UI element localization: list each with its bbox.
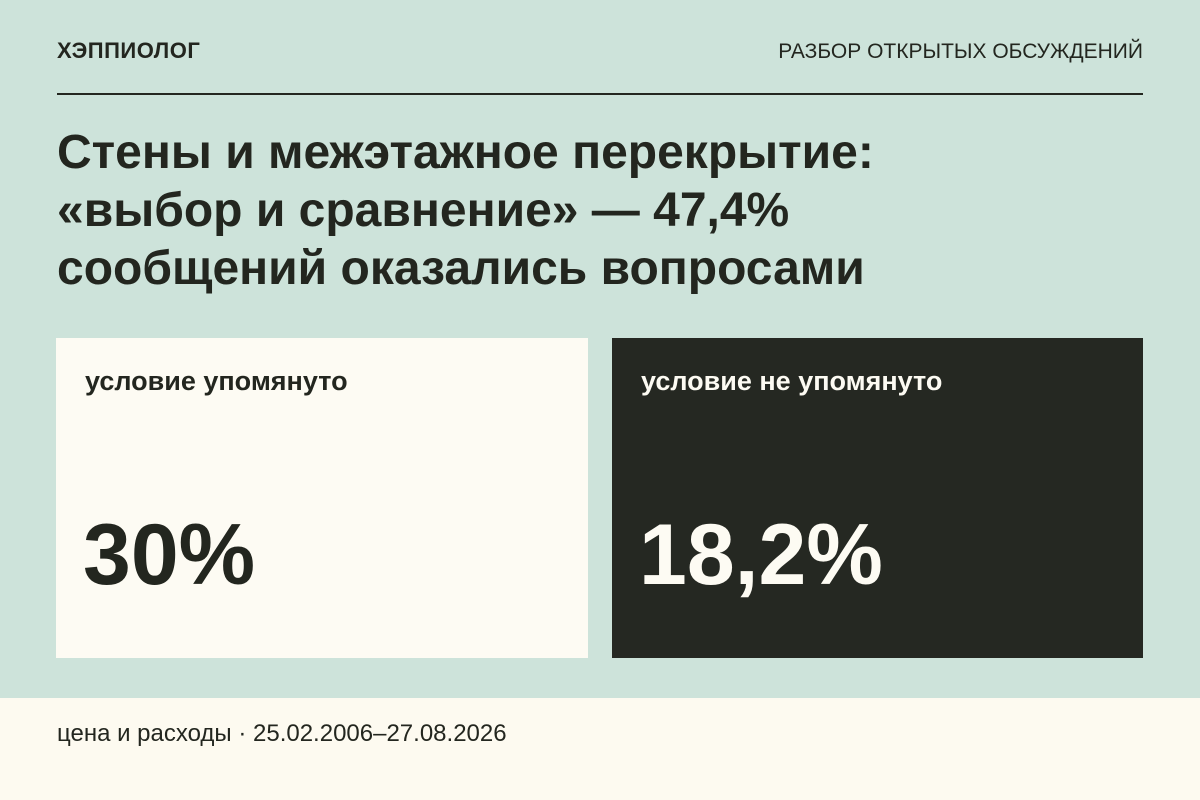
title-line: сообщений оказались вопросами [57,242,865,295]
brand: ХЭППИОЛОГ [57,38,201,63]
footer-text: цена и расходы · 25.02.2006–27.08.2026 [57,720,507,747]
section-label: РАЗБОР ОТКРЫТЫХ ОБСУЖДЕНИЙ [778,40,1143,63]
stat-card: условие упомянуто 30% [56,338,588,658]
title-line: «выбор и сравнение» — 47,4% [57,184,790,237]
card-value: 30% [83,507,256,603]
card-label: условие упомянуто [85,366,348,396]
stat-card: условие не упомянуто 18,2% [612,338,1143,658]
card-value: 18,2% [639,507,883,603]
card-label: условие не упомянуто [641,366,943,396]
footer: цена и расходы · 25.02.2006–27.08.2026 [0,698,1200,800]
title-line: Стены и межэтажное перекрытие: [57,126,874,179]
title: Стены и межэтажное перекрытие: «выбор и … [57,124,1157,298]
divider [57,93,1143,95]
